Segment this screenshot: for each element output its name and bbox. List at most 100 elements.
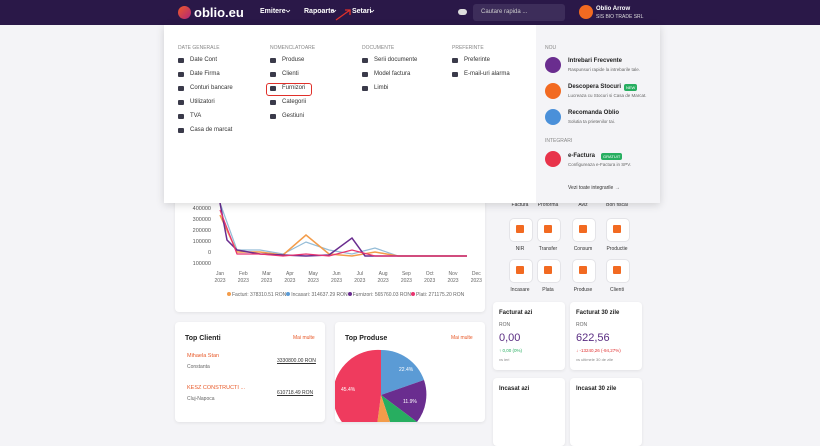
- menu-link[interactable]: E-mail-uri alarma: [464, 71, 510, 77]
- company-name: SIS BIO TRADE SRL: [596, 14, 644, 20]
- logo[interactable]: oblio.eu: [194, 5, 244, 20]
- more-link[interactable]: Mai multe: [293, 335, 315, 341]
- section-title: DATE GENERALE: [178, 45, 220, 51]
- x-tick-year: 2023: [330, 278, 343, 284]
- item-icon: [178, 100, 184, 105]
- action-label[interactable]: Produse: [573, 287, 593, 293]
- menu-link[interactable]: Limbi: [374, 85, 389, 91]
- x-tick-year: 2023: [307, 278, 319, 284]
- navbar: oblio.eu Emitere Rapoarte Setari Cautare…: [0, 0, 820, 25]
- y-tick-label: 300000: [192, 217, 211, 223]
- menu-item[interactable]: Rapoarte: [304, 8, 335, 15]
- legend-item[interactable]: Facturi: 378310.51 RON: [227, 292, 286, 298]
- action-button[interactable]: [537, 218, 561, 242]
- stat-unit: RON: [499, 322, 511, 328]
- action-label[interactable]: Transfer: [538, 246, 558, 252]
- x-tick-label: Dec: [471, 271, 481, 277]
- arrows: [285, 9, 375, 13]
- action-button[interactable]: [572, 218, 596, 242]
- user-name[interactable]: Oblio Arrow: [596, 6, 631, 12]
- avatar[interactable]: [579, 5, 593, 19]
- item-icon: [362, 86, 368, 91]
- client-amount[interactable]: 3330800.00 RON: [277, 358, 316, 364]
- menu-link[interactable]: Date Firma: [190, 71, 220, 77]
- x-tick-year: 2023: [237, 278, 249, 284]
- menu-item[interactable]: Emitere: [260, 8, 286, 15]
- action-label[interactable]: Plata: [542, 287, 554, 293]
- x-tick-year: 2023: [470, 278, 482, 284]
- menu-link[interactable]: Produse: [282, 57, 305, 63]
- item-icon: [452, 58, 458, 63]
- x-tick-year: 2023: [354, 278, 366, 284]
- menu-link[interactable]: Categorii: [282, 99, 307, 105]
- item-title[interactable]: Intrebari Frecvente: [568, 58, 623, 64]
- menu-link[interactable]: Conturi bancare: [190, 85, 233, 91]
- item-title[interactable]: Descopera Stocuri: [568, 84, 622, 90]
- client-name[interactable]: KESZ CONSTRUCTI ...: [187, 385, 246, 391]
- menu-link[interactable]: Gestiuni: [282, 113, 305, 119]
- slice-label: 11.9%: [403, 399, 417, 405]
- item-icon: [270, 100, 276, 105]
- legend: Facturi: 378310.51 RON Incasari: 314637.2…: [227, 292, 464, 298]
- x-tick-label: Mar: [262, 271, 271, 277]
- client-amount[interactable]: 610718.49 RON: [277, 390, 314, 396]
- action-label[interactable]: Bon fiscal: [606, 202, 628, 208]
- action-icon: [544, 266, 552, 274]
- x-tick-year: 2023: [214, 278, 226, 284]
- action-label[interactable]: Productie: [606, 246, 628, 252]
- menu-link[interactable]: Clienti: [282, 71, 299, 77]
- item-icon: [178, 114, 184, 119]
- legend-item[interactable]: Incasari: 314637.29 RON: [286, 292, 348, 298]
- action-label[interactable]: Aviz: [578, 202, 588, 208]
- settings-dropdown: DATE GENERALE Date Cont Date Firma Conturi …: [164, 25, 660, 203]
- action-button[interactable]: [606, 218, 630, 242]
- action-label[interactable]: Factura: [511, 202, 529, 208]
- stat-value: 0,00: [499, 332, 521, 344]
- stat-title: Facturat 30 zile: [576, 310, 620, 316]
- search-box[interactable]: Cautare rapida ...: [473, 4, 565, 21]
- cloud-icon[interactable]: [458, 9, 467, 15]
- link[interactable]: Vezi toate integrarile →: [568, 185, 620, 191]
- menu-link[interactable]: Furnizori: [282, 85, 306, 91]
- item-title[interactable]: Recomanda Oblio: [568, 110, 620, 116]
- legend-dot: [286, 292, 291, 296]
- menu-link[interactable]: Preferinte: [464, 57, 491, 63]
- action-label[interactable]: Proforma: [537, 202, 559, 208]
- x-tick-label: Jun: [332, 271, 341, 277]
- more-link[interactable]: Mai multe: [451, 335, 473, 341]
- item-icon: [178, 58, 184, 63]
- stat-value: 622,56: [576, 332, 610, 344]
- action-icon: [544, 225, 552, 233]
- legend-item[interactable]: Plati: 271175.20 RON: [411, 292, 464, 298]
- menu-link[interactable]: Casa de marcat: [190, 127, 233, 133]
- stat-note: vs ieri: [499, 357, 510, 362]
- section-title: DOCUMENTE: [362, 45, 395, 51]
- annotation-arrow: [335, 9, 351, 21]
- item-icon: [270, 72, 276, 77]
- client-name[interactable]: Mihaela Stan: [187, 353, 220, 359]
- slice-label: 45.4%: [341, 387, 356, 393]
- menu-link[interactable]: TVA: [190, 113, 202, 119]
- action-button[interactable]: [606, 259, 630, 283]
- item-icon: [545, 109, 561, 125]
- badge: NEW: [624, 84, 638, 91]
- menu-link[interactable]: Date Cont: [190, 57, 218, 63]
- action-label[interactable]: Clienti: [610, 287, 624, 293]
- stat-card: Facturat azi RON 0,00 ↑ 0,00 (0%) vs ieri: [493, 302, 565, 370]
- action-label[interactable]: Incasare: [510, 287, 530, 293]
- item-title[interactable]: e-Factura: [568, 153, 596, 159]
- action-label[interactable]: Consum: [573, 246, 593, 252]
- legend-item[interactable]: Furnizori: 565760.03 RON: [347, 292, 411, 298]
- action-icon: [613, 266, 621, 274]
- stat-title: Facturat azi: [499, 310, 533, 316]
- menu-link[interactable]: Utilizatori: [190, 99, 215, 105]
- stat-card: Incasat azi: [493, 378, 565, 446]
- menu-link[interactable]: Model factura: [374, 71, 411, 77]
- menu-link[interactable]: Serii documente: [374, 57, 418, 63]
- menu-item[interactable]: Setari: [352, 8, 372, 15]
- action-label[interactable]: NIR: [515, 246, 525, 252]
- highlight-box: [266, 83, 312, 96]
- action-icon: [613, 225, 621, 233]
- y-tick-label: 100000: [192, 239, 211, 245]
